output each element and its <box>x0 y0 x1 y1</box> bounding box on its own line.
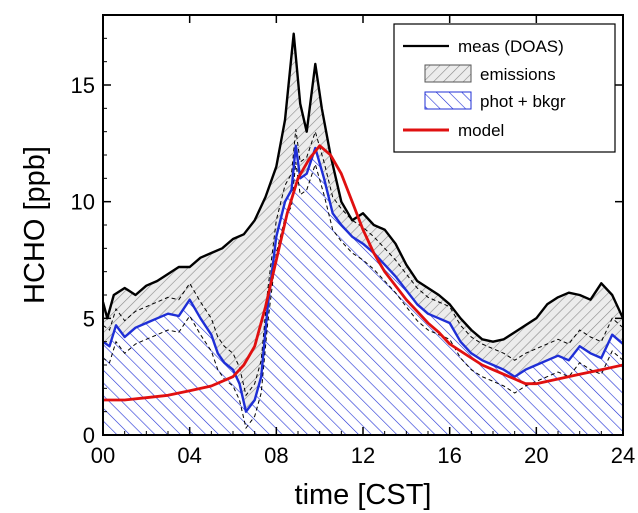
phot-bkgr-line <box>103 144 623 413</box>
x-tick-label: 04 <box>177 443 201 468</box>
y-tick-label: 0 <box>83 423 95 448</box>
legend-swatch-emissions <box>424 64 472 83</box>
x-tick-label: 24 <box>611 443 635 468</box>
plot-area: 00 04 08 12 16 20 24 0 5 10 15 <box>71 14 635 468</box>
y-tick-label: 5 <box>83 306 95 331</box>
emissions-area <box>103 33 623 435</box>
fill-layer <box>103 33 623 435</box>
legend-label-meas: meas (DOAS) <box>458 37 564 56</box>
phot-bkgr-area <box>103 145 623 435</box>
x-tick-label: 20 <box>524 443 548 468</box>
x-tick-label: 12 <box>351 443 375 468</box>
x-tick-label: 08 <box>264 443 288 468</box>
x-axis-title: time [CST] <box>295 479 432 511</box>
legend: meas (DOAS) emissions phot + bkgr model <box>393 23 616 153</box>
y-axis-title: HCHO [ppb] <box>19 146 51 304</box>
line-layer <box>103 32 623 430</box>
y-tick-label: 10 <box>71 190 95 215</box>
meas-line <box>103 32 623 343</box>
x-tick-label: 16 <box>437 443 461 468</box>
axis-ticks: 00 04 08 12 16 20 24 0 5 10 15 <box>71 15 635 468</box>
legend-label-phot: phot + bkgr <box>480 92 566 111</box>
x-tick-label: 00 <box>91 443 115 468</box>
model-line <box>103 144 623 402</box>
legend-label-model: model <box>458 121 504 140</box>
legend-label-emissions: emissions <box>480 65 556 84</box>
phot-upper-envelope <box>103 129 623 397</box>
y-tick-label: 15 <box>71 73 95 98</box>
phot-lower-envelope <box>103 161 623 430</box>
legend-swatch-phot <box>424 91 472 110</box>
